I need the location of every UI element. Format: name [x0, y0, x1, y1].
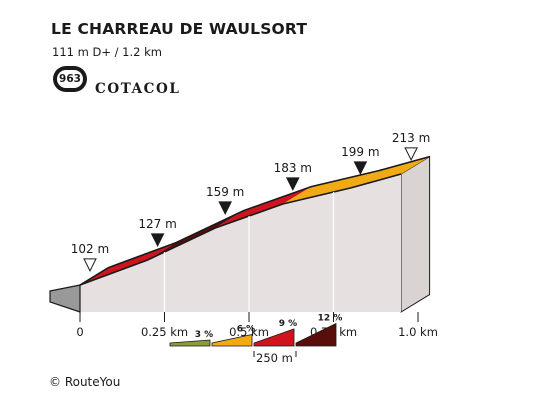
cotacol-number: 963 — [57, 70, 83, 88]
climb-stats: 111 m D+ / 1.2 km — [52, 45, 162, 59]
ramp-segment — [282, 170, 379, 204]
endpoint-marker — [83, 258, 97, 273]
elevation-marker — [353, 161, 368, 176]
legend-swatch — [253, 328, 295, 347]
endpoint-marker — [404, 147, 418, 162]
legend-label: 9 % — [279, 319, 297, 329]
elevation-label: 102 m — [71, 242, 109, 256]
elevation-label: 199 m — [341, 145, 379, 159]
ramp-segment — [80, 242, 177, 285]
legend-scale-label: 250 m — [256, 351, 293, 365]
x-tick-label: 0.25 km — [141, 325, 188, 339]
elevation-marker — [150, 233, 165, 248]
elevation-marker — [218, 201, 233, 216]
legend-label: 12 % — [318, 314, 343, 324]
profile-end-wall — [400, 155, 431, 313]
ramp-segment — [215, 186, 312, 228]
x-tick-label: 0 — [76, 325, 83, 339]
base-front-left — [49, 284, 81, 313]
elevation-label: 183 m — [274, 161, 312, 175]
elevation-label: 159 m — [206, 185, 244, 199]
ramp-segment — [147, 210, 244, 260]
legend-label: 6 % — [237, 325, 255, 335]
cotacol-logo-text: COTACOL — [95, 81, 181, 97]
x-tick-label: 1.0 km — [398, 325, 438, 339]
ramp-segment — [350, 156, 430, 188]
ramp-start-edge — [79, 266, 109, 286]
legend-swatch — [169, 339, 211, 347]
elevation-marker — [285, 177, 300, 192]
copyright-notice: © RouteYou — [49, 375, 121, 389]
chart-title: LE CHARREAU DE WAULSORT — [51, 20, 308, 38]
x-tick-label: 0.5 km — [229, 325, 269, 339]
elevation-label: 127 m — [138, 217, 176, 231]
legend-label: 3 % — [195, 330, 213, 340]
legend-swatch — [211, 334, 253, 347]
elevation-label: 213 m — [392, 131, 430, 145]
legend-swatch — [295, 322, 337, 347]
profile-front-wall — [80, 174, 402, 312]
ramp-back-edge — [108, 155, 430, 269]
cotacol-badge: 963 — [53, 66, 87, 92]
